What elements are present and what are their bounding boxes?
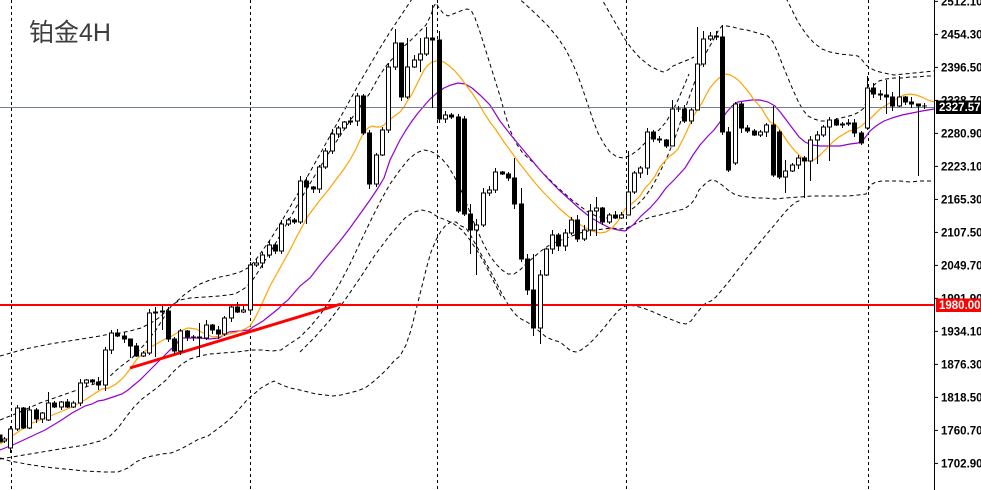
svg-text:2107.50: 2107.50 (941, 227, 981, 239)
svg-text:2165.30: 2165.30 (941, 194, 981, 206)
svg-text:1876.30: 1876.30 (941, 359, 981, 371)
svg-text:2049.70: 2049.70 (941, 260, 981, 272)
svg-text:2327.57: 2327.57 (939, 102, 981, 114)
svg-text:2454.30: 2454.30 (941, 29, 981, 41)
svg-text:1760.70: 1760.70 (941, 425, 981, 437)
svg-text:2223.10: 2223.10 (941, 161, 981, 173)
svg-text:1818.50: 1818.50 (941, 392, 981, 404)
svg-text:1934.10: 1934.10 (941, 326, 981, 338)
svg-text:铂金4H: 铂金4H (29, 19, 111, 47)
svg-text:1702.90: 1702.90 (941, 458, 981, 470)
svg-text:2280.90: 2280.90 (941, 128, 981, 140)
svg-text:1980.00: 1980.00 (939, 300, 981, 312)
svg-text:2396.50: 2396.50 (941, 62, 981, 74)
svg-text:2512.10: 2512.10 (941, 0, 981, 8)
